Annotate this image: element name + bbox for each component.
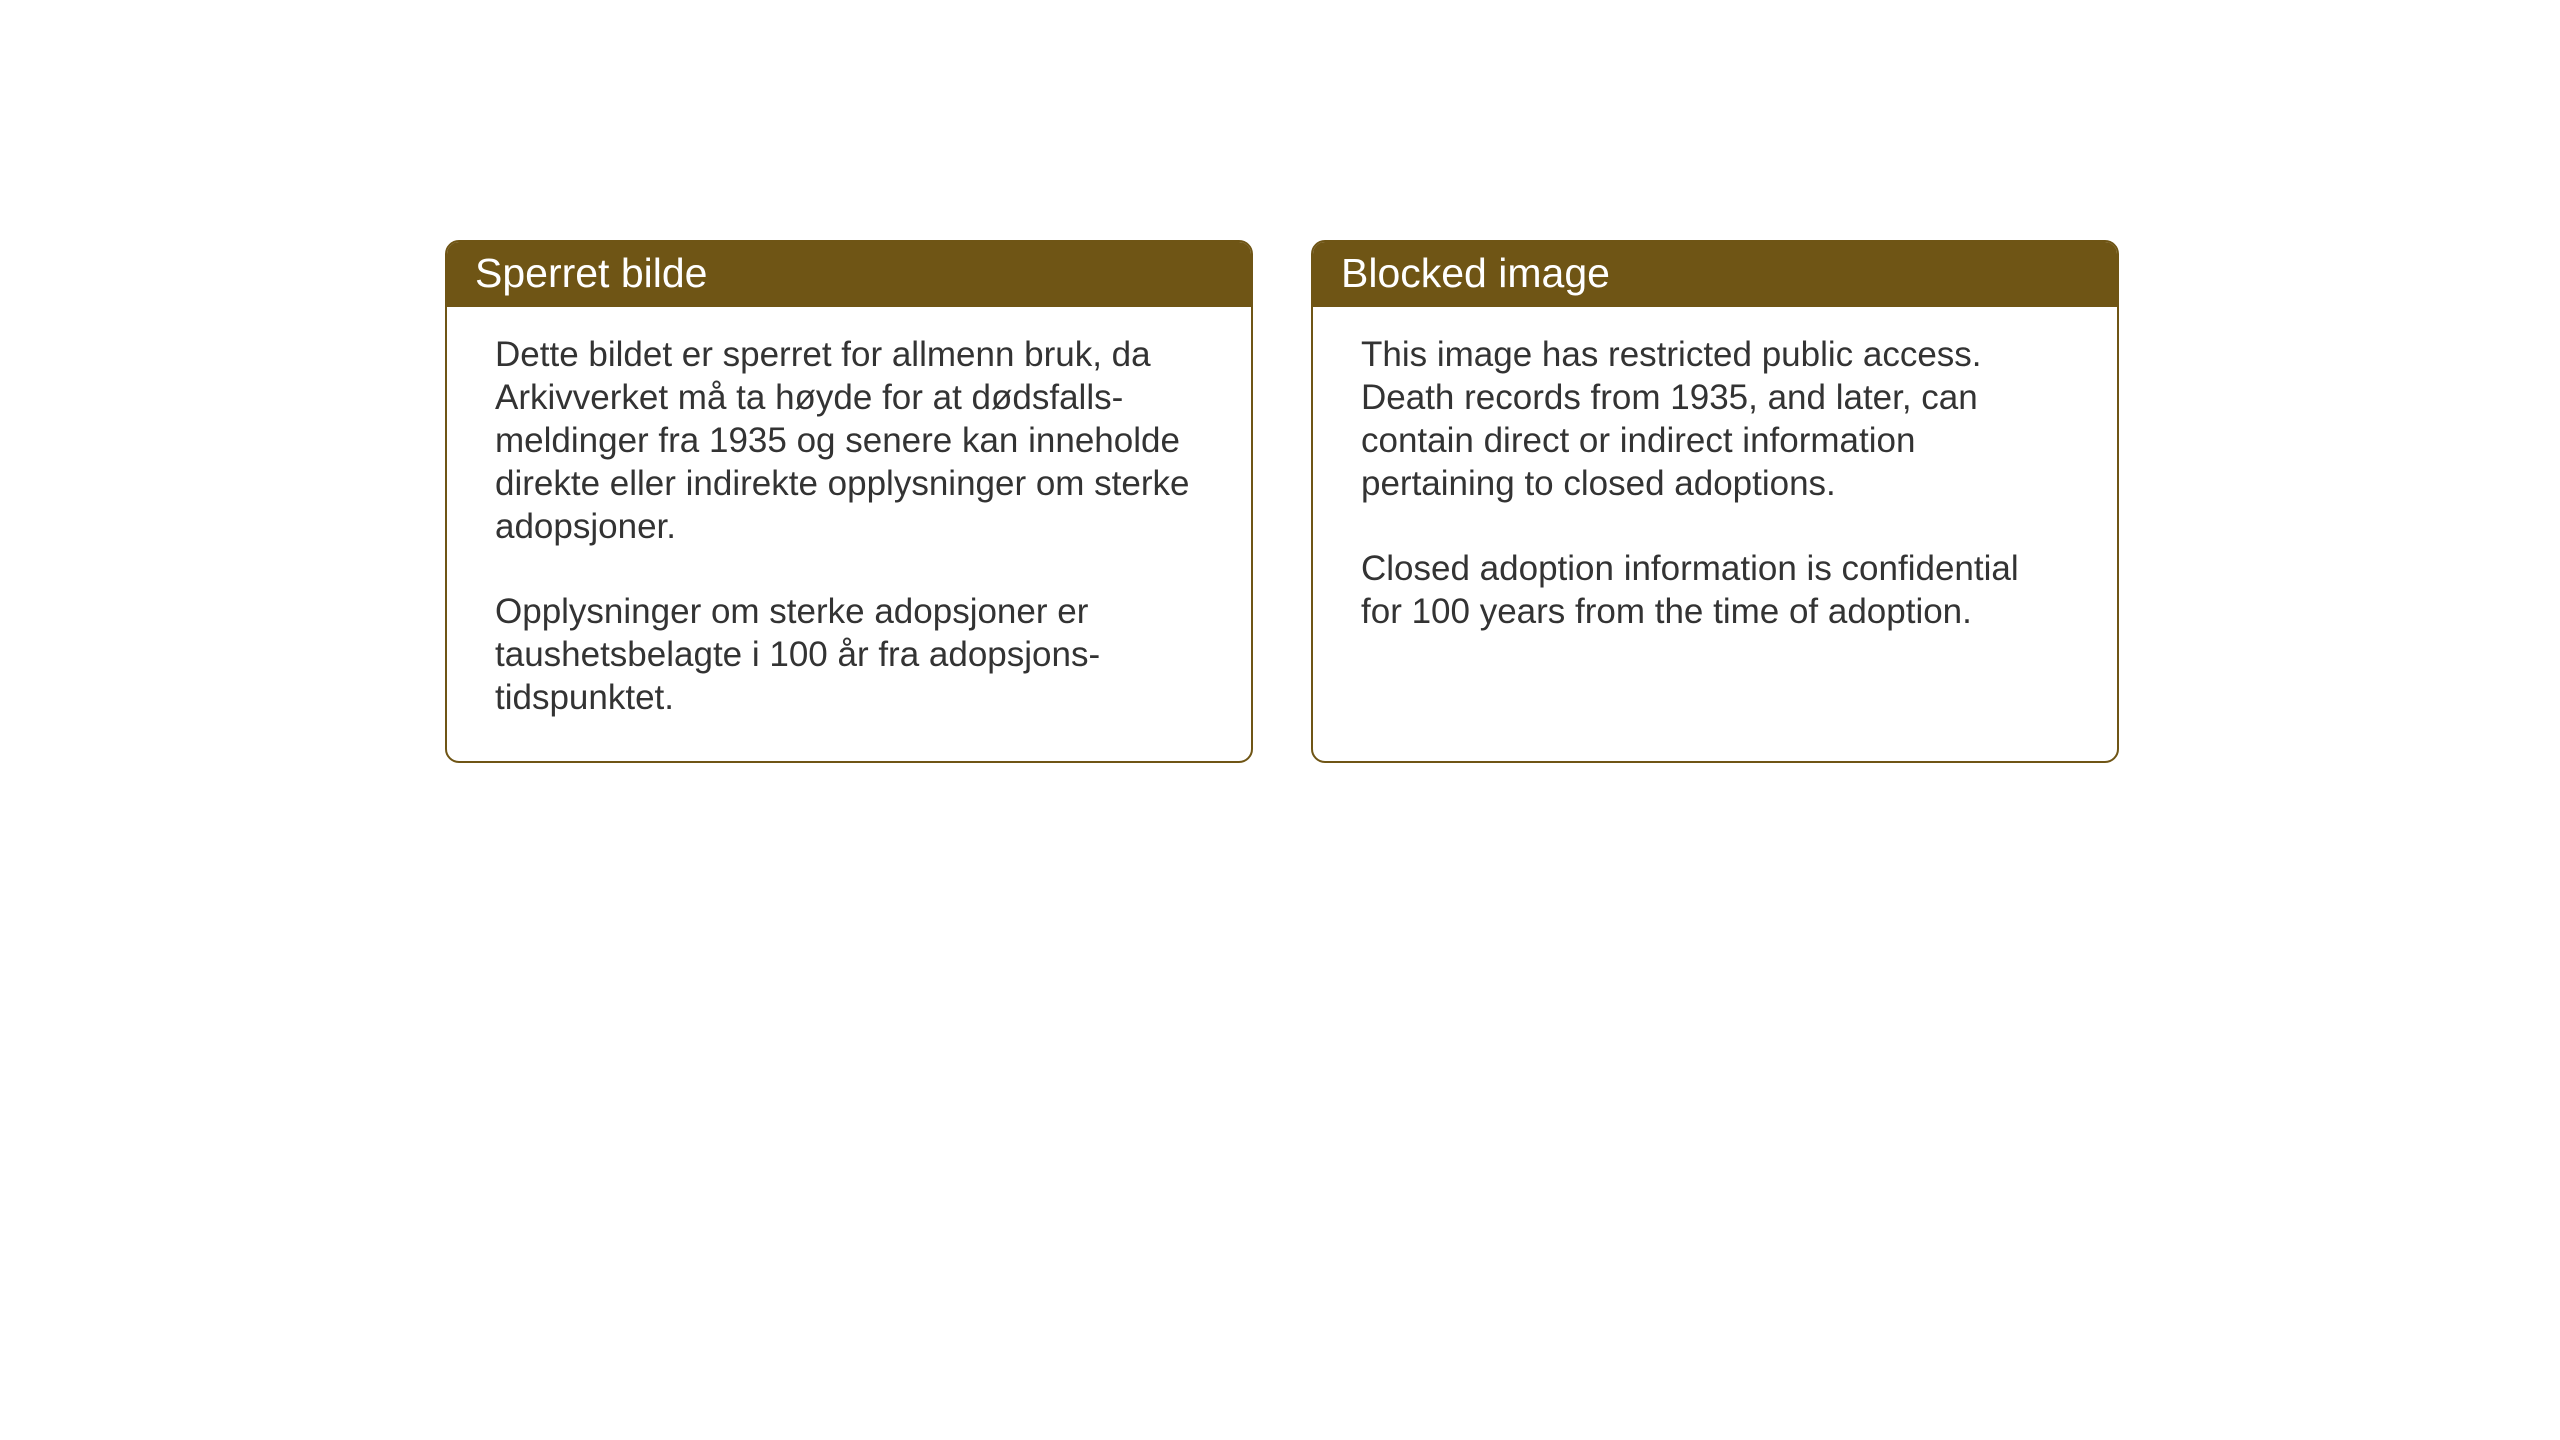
card-body-norwegian: Dette bildet er sperret for allmenn bruk… (447, 307, 1251, 761)
card-title-norwegian: Sperret bilde (475, 250, 707, 296)
card-header-english: Blocked image (1313, 242, 2117, 307)
card-paragraph-2-norwegian: Opplysninger om sterke adopsjoner er tau… (495, 590, 1203, 719)
notice-card-norwegian: Sperret bilde Dette bildet er sperret fo… (445, 240, 1253, 763)
card-body-english: This image has restricted public access.… (1313, 307, 2117, 719)
card-paragraph-2-english: Closed adoption information is confident… (1361, 547, 2069, 633)
card-header-norwegian: Sperret bilde (447, 242, 1251, 307)
notice-card-english: Blocked image This image has restricted … (1311, 240, 2119, 763)
card-title-english: Blocked image (1341, 250, 1610, 296)
card-paragraph-1-norwegian: Dette bildet er sperret for allmenn bruk… (495, 333, 1203, 548)
notice-cards-container: Sperret bilde Dette bildet er sperret fo… (445, 240, 2119, 763)
card-paragraph-1-english: This image has restricted public access.… (1361, 333, 2069, 505)
